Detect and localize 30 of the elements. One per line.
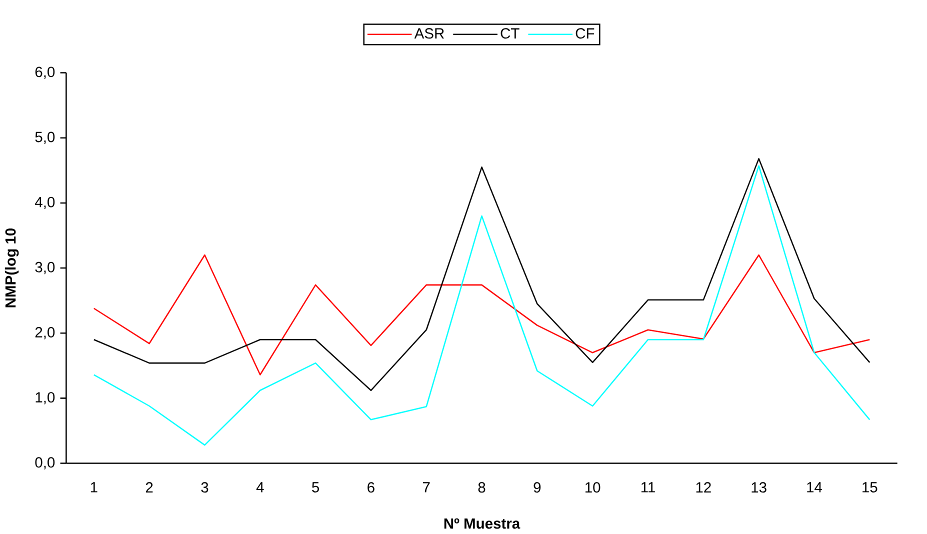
x-tick-label: 14 [807, 482, 822, 492]
line-series [93, 165, 870, 446]
y-tick-label: 4,0 [35, 197, 55, 210]
x-tick-label: 5 [312, 482, 320, 493]
x-tick-label: 1 [90, 482, 98, 492]
y-tick-label: 1,0 [36, 392, 55, 404]
y-tick-label: 3,0 [35, 262, 55, 274]
x-tick-label: 8 [478, 482, 486, 493]
legend-label: CF [576, 28, 594, 39]
legend-label: CT [500, 28, 520, 39]
line-series [93, 254, 870, 376]
y-tick-label: 0,0 [35, 457, 55, 470]
x-tick-label: 7 [423, 482, 430, 492]
line-series [93, 158, 870, 392]
x-tick-label: 4 [256, 482, 264, 492]
y-tick-label: 2,0 [35, 327, 55, 340]
y-axis-title: NMP(log 10 [4, 228, 19, 308]
x-tick-label: 13 [752, 482, 766, 493]
x-tick-label: 2 [146, 482, 153, 493]
legend-label: ASR [414, 28, 444, 39]
y-tick-label: 6,0 [35, 66, 55, 80]
y-tick-label: 5,0 [35, 132, 55, 144]
x-tick-label: 3 [201, 482, 208, 493]
x-axis-title: Nº Muestra [444, 518, 520, 529]
x-tick-label: 9 [534, 482, 541, 493]
x-tick-label: 12 [696, 482, 711, 493]
x-tick-label: 15 [862, 482, 878, 493]
x-tick-label: 10 [586, 482, 600, 493]
x-tick-label: 6 [368, 482, 374, 493]
x-tick-label: 11 [641, 482, 655, 492]
